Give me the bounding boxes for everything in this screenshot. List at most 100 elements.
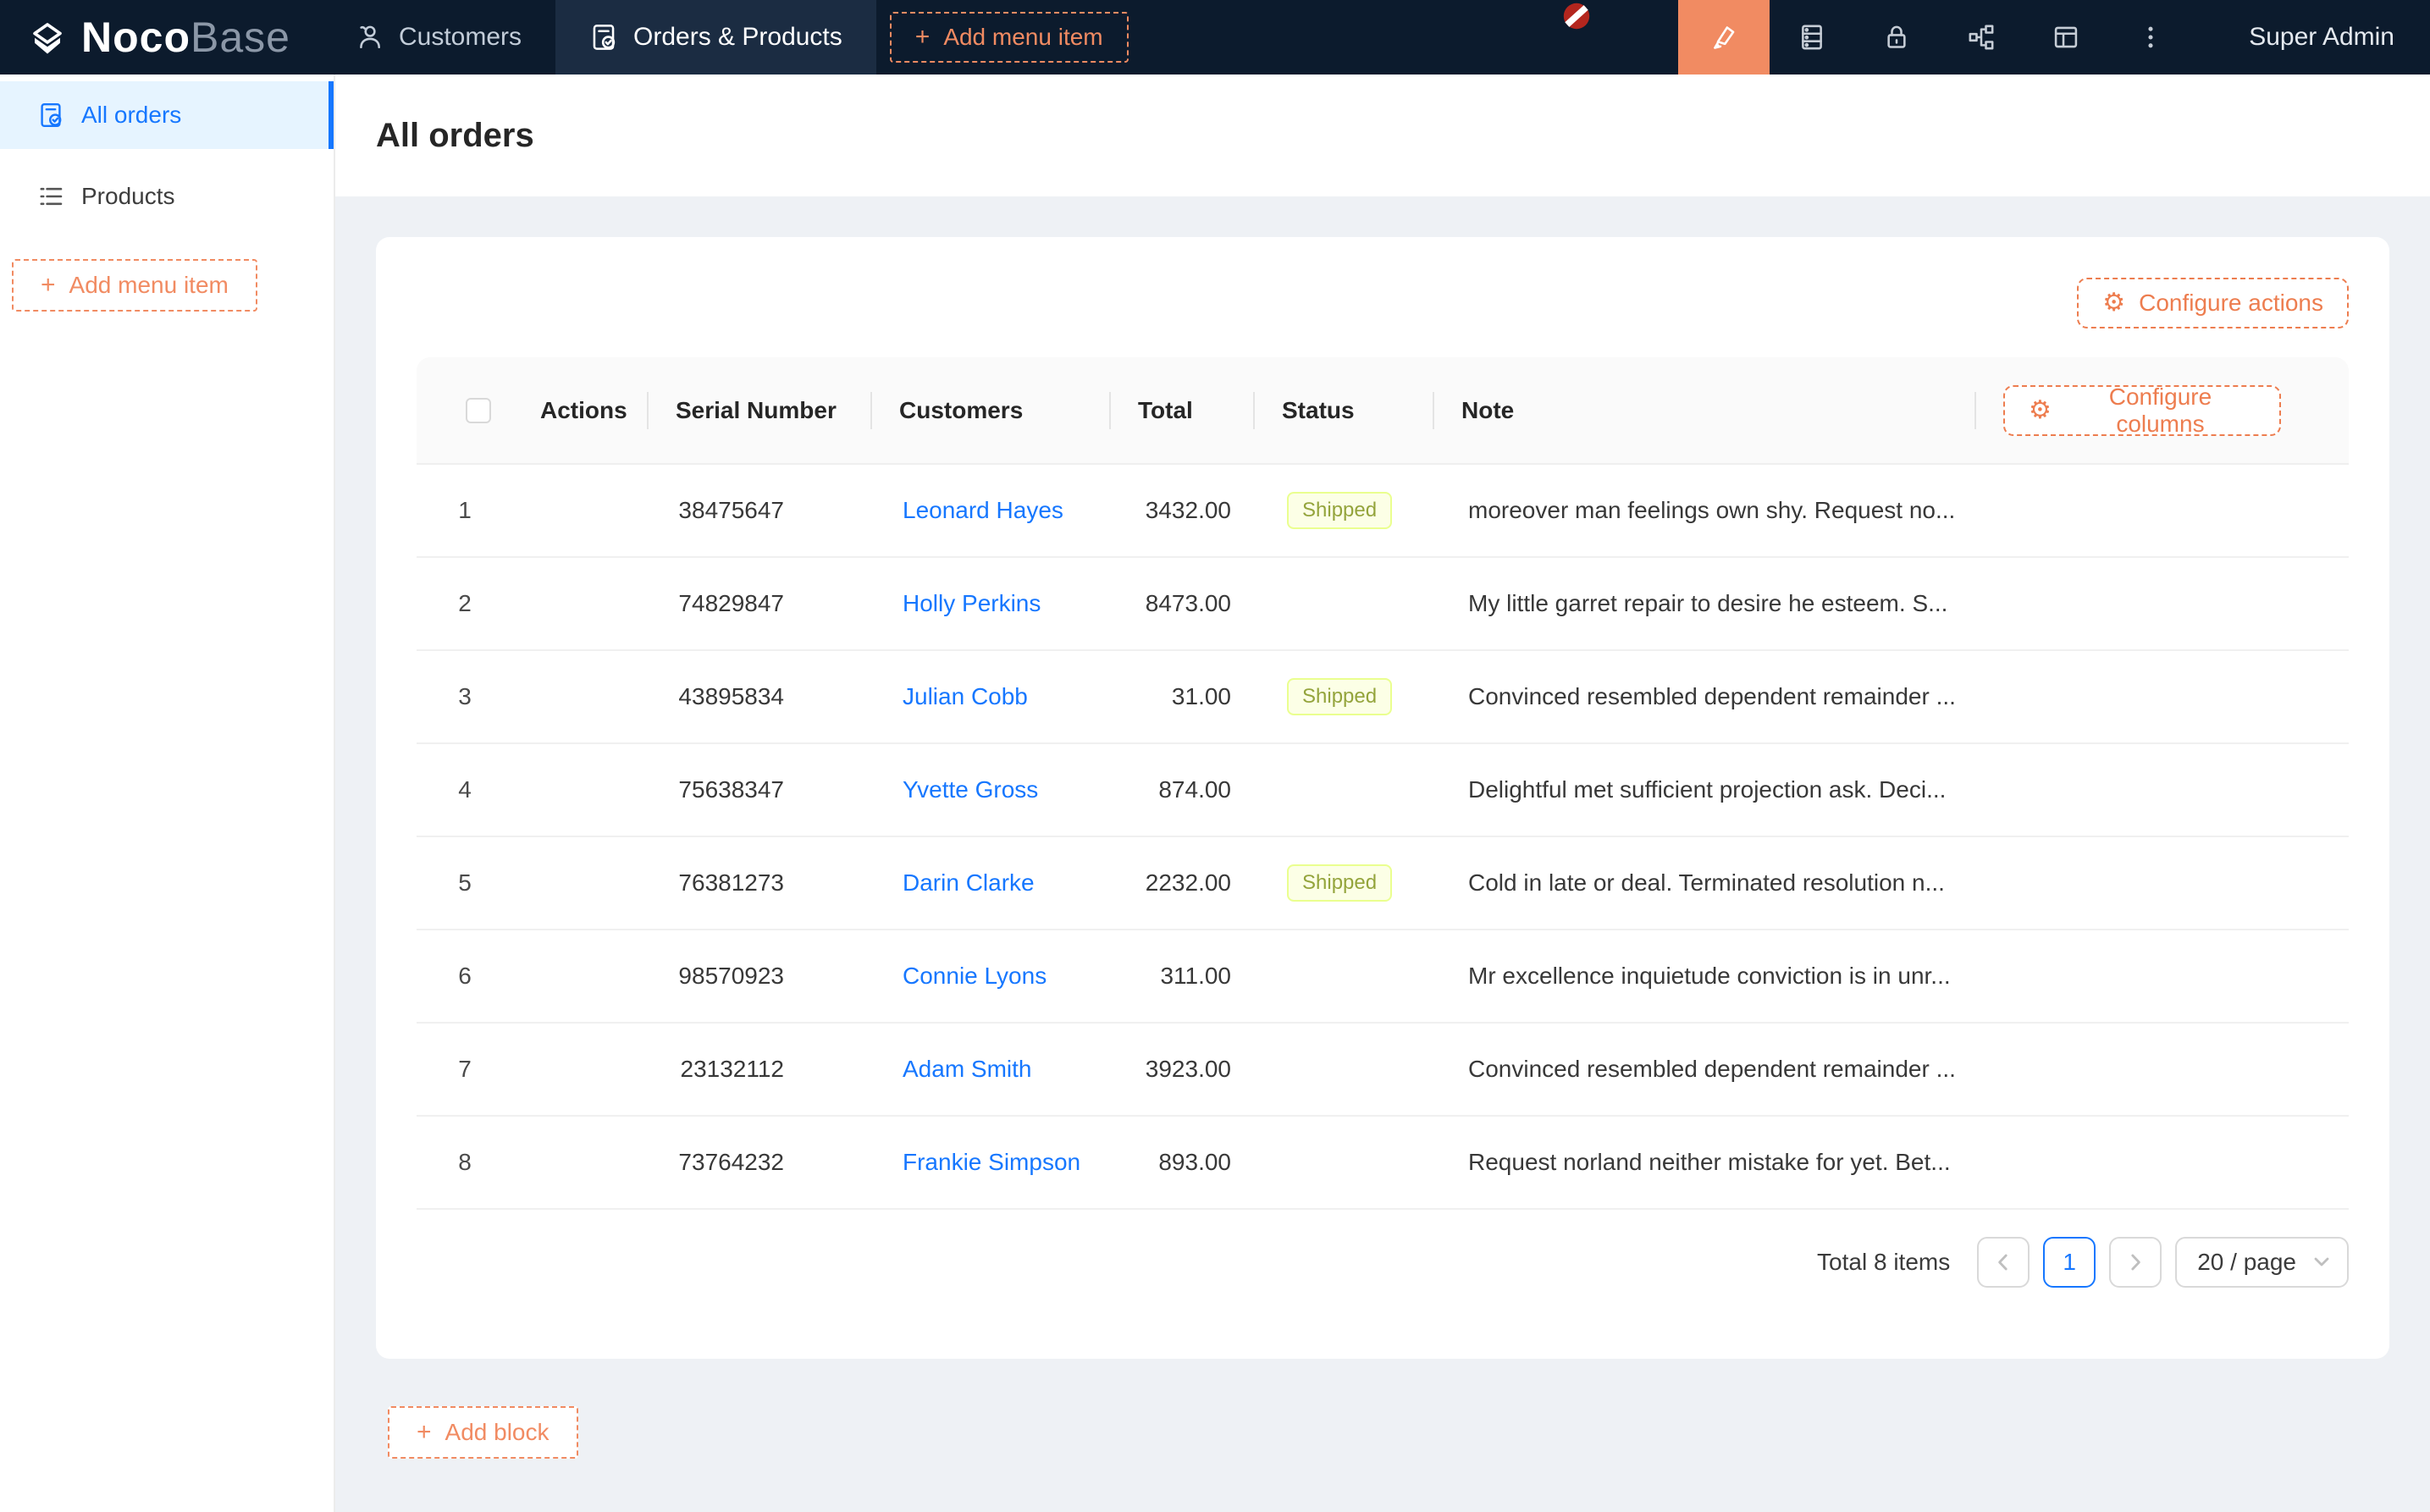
total-cell: 2232.00 (1111, 836, 1255, 930)
page-size-select[interactable]: 20 / page (2175, 1237, 2349, 1288)
api-nodes-icon (1969, 25, 1994, 50)
add-menu-item-button-top[interactable]: + Add menu item (889, 12, 1129, 63)
pagination: Total 8 items 1 20 / page (417, 1237, 2349, 1288)
note-cell: Mr excellence inquietude conviction is i… (1434, 930, 1976, 1024)
customer-link[interactable]: Leonard Hayes (903, 497, 1063, 523)
chevron-right-icon (2131, 1254, 2141, 1271)
pagination-page-1[interactable]: 1 (2043, 1237, 2096, 1288)
list-icon (37, 183, 64, 210)
highlighter-icon (1709, 23, 1738, 52)
actions-cell (513, 1023, 649, 1117)
serial-cell: 74829847 (649, 557, 872, 651)
api-keys-button[interactable] (1939, 0, 2024, 74)
pagination-total: Total 8 items (1817, 1249, 1951, 1275)
row-index: 1 (417, 464, 513, 558)
configure-columns-button[interactable]: ⚙ Configure columns (2003, 384, 2281, 437)
customer-link[interactable]: Frankie Simpson (903, 1149, 1081, 1175)
acl-button[interactable] (1854, 0, 1939, 74)
orders-table: Actions Serial Number Customers Total St… (417, 357, 2349, 1210)
user-menu[interactable]: Super Admin (2249, 23, 2394, 51)
column-header-note: Note (1434, 357, 1976, 465)
status-cell (1255, 743, 1434, 837)
actions-cell (513, 836, 649, 930)
tab-customers[interactable]: Customers (321, 0, 555, 74)
configure-actions-button[interactable]: ⚙ Configure actions (2077, 278, 2349, 328)
collections-manager-button[interactable] (1770, 0, 1854, 74)
sidebar: All orders Products + Add menu item (0, 74, 335, 1512)
plus-icon: + (417, 1418, 432, 1446)
status-cell (1255, 930, 1434, 1024)
gear-icon: ⚙ (2029, 395, 2052, 425)
plus-icon: + (914, 23, 931, 51)
status-badge: Shipped (1287, 678, 1393, 715)
status-badge: Shipped (1287, 864, 1393, 902)
status-cell (1255, 1023, 1434, 1117)
note-cell: Convinced resembled dependent remainder … (1434, 1023, 1976, 1117)
table-row: 6 98570923 Connie Lyons 311.00 Mr excell… (417, 930, 2349, 1024)
document-check-icon (589, 23, 618, 52)
sidebar-item-products[interactable]: Products (0, 163, 334, 230)
serial-cell: 23132112 (649, 1023, 872, 1117)
blocked-cursor-icon (1561, 2, 1592, 34)
add-block-button[interactable]: + Add block (388, 1406, 578, 1459)
table-header-row: Actions Serial Number Customers Total St… (417, 357, 2349, 465)
table-row: 7 23132112 Adam Smith 3923.00 Convinced … (417, 1023, 2349, 1117)
total-cell: 874.00 (1111, 743, 1255, 837)
serial-cell: 75638347 (649, 743, 872, 837)
pagination-prev-button[interactable] (1977, 1237, 2030, 1288)
serial-cell: 73764232 (649, 1116, 872, 1210)
topbar: NocoBase Customers Orders & Products + A… (0, 0, 2430, 74)
actions-cell (513, 650, 649, 744)
table-row: 3 43895834 Julian Cobb 31.00 Shipped Con… (417, 650, 2349, 744)
status-cell (1255, 557, 1434, 651)
total-cell: 3923.00 (1111, 1023, 1255, 1117)
pagination-next-button[interactable] (2109, 1237, 2162, 1288)
table-row: 2 74829847 Holly Perkins 8473.00 My litt… (417, 557, 2349, 651)
page-title: All orders (376, 116, 534, 154)
note-cell: Request norland neither mistake for yet.… (1434, 1116, 1976, 1210)
plus-icon: + (41, 271, 56, 299)
customer-link[interactable]: Darin Clarke (903, 869, 1035, 896)
column-header-serial-number: Serial Number (649, 357, 872, 465)
tab-orders-products[interactable]: Orders & Products (555, 0, 876, 74)
table-row: 8 73764232 Frankie Simpson 893.00 Reques… (417, 1116, 2349, 1210)
add-menu-item-button-sidebar[interactable]: + Add menu item (12, 259, 257, 312)
ui-editor-toggle-button[interactable] (1678, 0, 1770, 74)
row-index: 4 (417, 743, 513, 837)
row-index: 2 (417, 557, 513, 651)
status-badge: Shipped (1287, 492, 1393, 529)
logo-text: NocoBase (81, 14, 290, 61)
logo-mark-icon (27, 17, 68, 58)
serial-cell: 76381273 (649, 836, 872, 930)
column-header-actions: Actions (513, 357, 649, 465)
total-cell: 31.00 (1111, 650, 1255, 744)
plugin-manager-button[interactable] (2024, 0, 2108, 74)
total-cell: 8473.00 (1111, 557, 1255, 651)
chevron-down-icon (2314, 1257, 2329, 1266)
vertical-ellipsis-icon (2148, 26, 2153, 48)
customer-link[interactable]: Connie Lyons (903, 963, 1047, 989)
serial-cell: 38475647 (649, 464, 872, 558)
customer-link[interactable]: Julian Cobb (903, 683, 1028, 709)
customer-link[interactable]: Holly Perkins (903, 590, 1041, 616)
column-header-status: Status (1255, 357, 1434, 465)
row-index: 7 (417, 1023, 513, 1117)
nocobase-logo[interactable]: NocoBase (0, 0, 290, 74)
orders-table-block: ⚙ Configure actions Actions Serial Numbe… (376, 237, 2389, 1359)
customer-link[interactable]: Yvette Gross (903, 776, 1039, 803)
tab-label: Orders & Products (633, 23, 842, 51)
actions-cell (513, 464, 649, 558)
note-cell: Delightful met sufficient projection ask… (1434, 743, 1976, 837)
note-cell: Convinced resembled dependent remainder … (1434, 650, 1976, 744)
table-row: 1 38475647 Leonard Hayes 3432.00 Shipped… (417, 464, 2349, 558)
select-all-checkbox[interactable] (466, 397, 491, 423)
database-icon (1802, 25, 1823, 50)
note-cell: moreover man feelings own shy. Request n… (1434, 464, 1976, 558)
actions-cell (513, 930, 649, 1024)
more-actions-button[interactable] (2108, 0, 2193, 74)
row-index: 5 (417, 836, 513, 930)
sidebar-item-all-orders[interactable]: All orders (0, 81, 334, 149)
gear-icon: ⚙ (2102, 288, 2126, 317)
customer-link[interactable]: Adam Smith (903, 1056, 1032, 1082)
note-cell: My little garret repair to desire he est… (1434, 557, 1976, 651)
